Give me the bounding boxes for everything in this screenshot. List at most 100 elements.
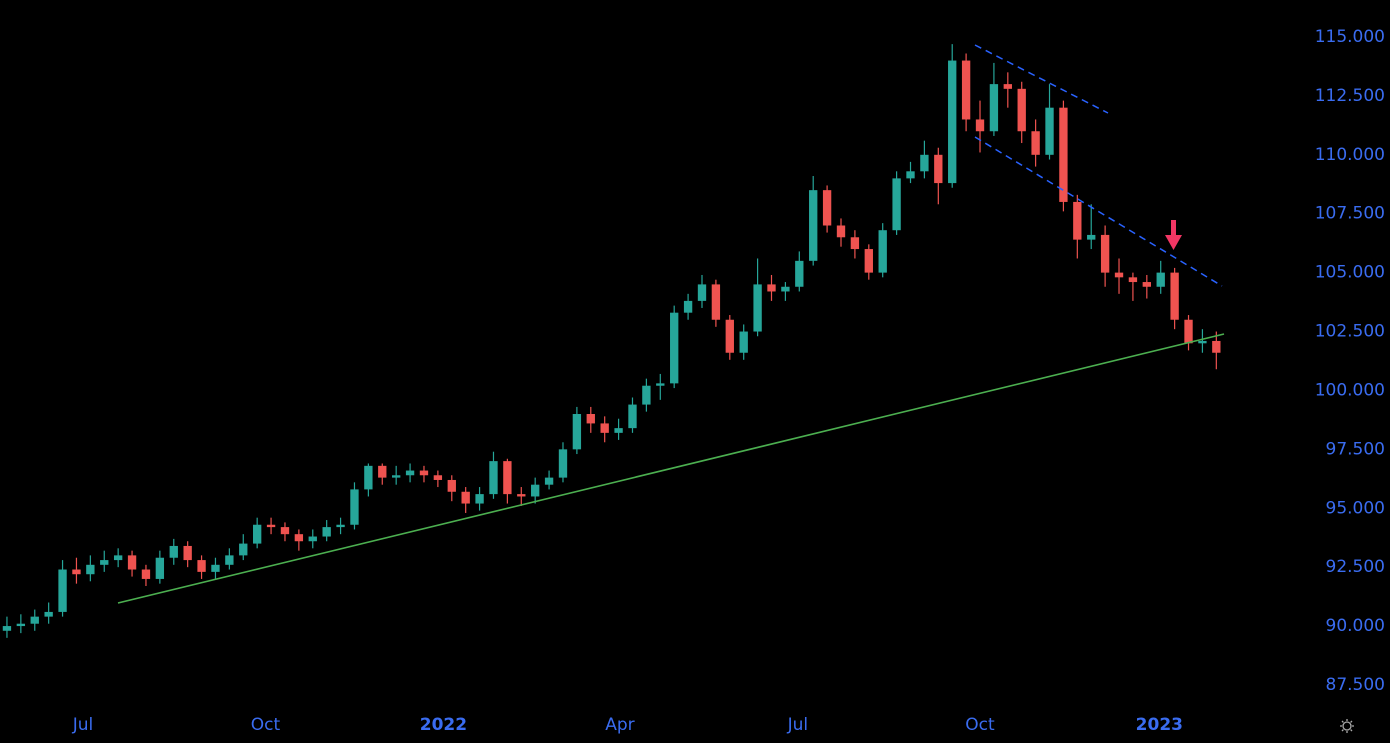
candle-body	[1128, 277, 1138, 283]
y-tick-label: 92.500	[1326, 557, 1385, 577]
candle-body	[906, 171, 915, 179]
candle-body	[489, 461, 498, 495]
candle-body	[934, 154, 943, 184]
candle-body	[1031, 131, 1040, 155]
settings-icon[interactable]	[1340, 719, 1354, 733]
candle-body	[795, 260, 804, 287]
candle-body	[670, 312, 679, 384]
candle-body	[725, 319, 734, 353]
candle-body	[336, 524, 345, 528]
candle-body	[628, 404, 637, 429]
candle-body	[1045, 107, 1054, 155]
candle-body	[1087, 234, 1096, 240]
candle-body	[1198, 340, 1207, 344]
candle-body	[1156, 272, 1165, 287]
candle-body	[169, 545, 178, 558]
candle-body	[711, 284, 721, 320]
candle-body	[767, 284, 776, 292]
candle-body	[2, 626, 12, 631]
candle-body	[197, 560, 206, 572]
candle-body	[517, 494, 526, 497]
candle-body	[266, 524, 276, 528]
candle-body	[1170, 272, 1179, 320]
candle-body	[16, 623, 26, 627]
candle-body	[656, 383, 665, 386]
candle-body	[739, 331, 748, 353]
candle-body	[113, 555, 123, 561]
candle-body	[447, 479, 456, 492]
candle-body	[544, 477, 554, 485]
candle-body	[642, 385, 651, 405]
candle-body	[392, 475, 401, 478]
y-tick-label: 107.500	[1315, 204, 1385, 224]
candle-body	[975, 119, 985, 132]
candle-body	[781, 286, 790, 292]
x-tick-label: 2023	[1136, 715, 1183, 735]
candle-body	[100, 560, 109, 565]
candle-body	[961, 60, 971, 120]
x-tick-label: Jul	[72, 715, 94, 735]
candle-body	[1212, 340, 1221, 353]
candle-body	[1017, 88, 1026, 132]
candle-body	[252, 524, 262, 544]
y-tick-label: 102.500	[1315, 322, 1385, 342]
candle-body	[864, 249, 873, 273]
candle-body	[141, 569, 151, 579]
candle-body	[1142, 282, 1151, 287]
candle-body	[308, 536, 317, 542]
candle-body	[683, 300, 693, 313]
y-tick-label: 97.500	[1326, 439, 1385, 459]
candle-body	[558, 449, 568, 478]
candle-body	[155, 557, 165, 579]
candle-body	[1073, 201, 1082, 240]
candle-body	[809, 190, 818, 261]
candle-body	[72, 569, 81, 575]
candle-body	[572, 413, 582, 450]
y-tick-label: 110.000	[1315, 145, 1385, 165]
y-tick-label: 115.000	[1315, 27, 1385, 47]
candle-body	[419, 470, 429, 476]
candle-body	[920, 154, 929, 172]
candle-body	[280, 527, 290, 535]
channel-line	[974, 44, 1109, 114]
candle-body	[503, 461, 512, 495]
x-tick-label: Oct	[251, 715, 281, 735]
candle-body	[86, 564, 95, 575]
candle-body	[294, 534, 304, 542]
x-tick-label: 2022	[420, 715, 467, 735]
candle-body	[1003, 84, 1012, 89]
arrow-marker	[1165, 220, 1182, 250]
candle-body	[1059, 107, 1068, 202]
candle-body	[614, 428, 623, 433]
candle-body	[892, 178, 901, 231]
candle-body	[822, 190, 832, 226]
candle-body	[836, 225, 846, 238]
candle-body	[948, 60, 957, 184]
candle-body	[753, 284, 762, 332]
channel-line	[974, 136, 1223, 287]
candle-body	[127, 555, 137, 570]
candle-body	[225, 555, 234, 565]
candle-body	[405, 470, 415, 476]
candle-body	[378, 465, 387, 478]
candle-body	[183, 545, 192, 561]
candle-body	[531, 484, 540, 497]
candle-body	[1114, 272, 1124, 278]
candle-body	[475, 494, 484, 504]
candles	[2, 44, 1221, 638]
x-tick-label: Apr	[605, 715, 634, 735]
y-tick-label: 105.000	[1315, 263, 1385, 283]
candle-body	[322, 527, 331, 537]
candle-body	[44, 611, 53, 617]
y-tick-label: 90.000	[1326, 616, 1385, 636]
y-tick-label: 112.500	[1315, 86, 1385, 106]
candle-body	[1100, 234, 1110, 273]
candle-body	[697, 284, 707, 301]
y-tick-label: 87.500	[1326, 675, 1385, 695]
candle-body	[211, 564, 220, 572]
candle-body	[433, 475, 443, 480]
trend-line	[117, 333, 1225, 604]
x-tick-label: Oct	[965, 715, 995, 735]
